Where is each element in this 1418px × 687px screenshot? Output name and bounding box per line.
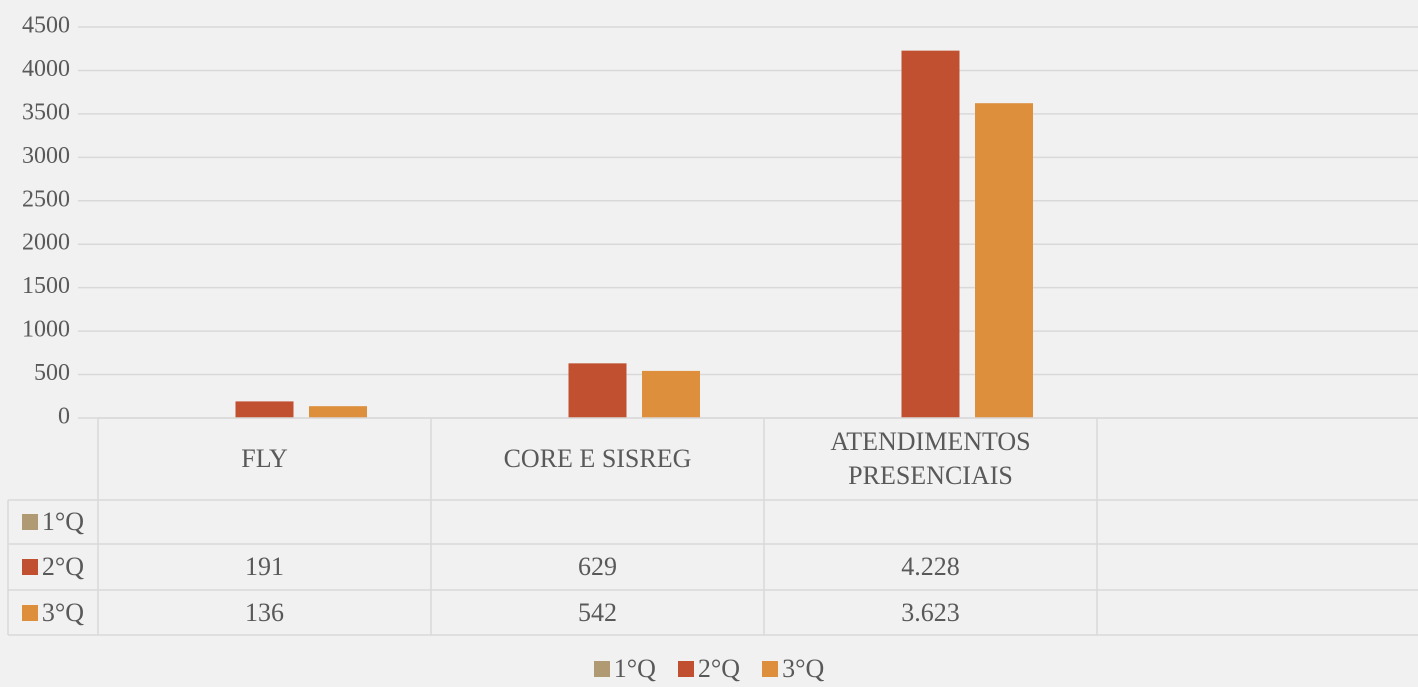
y-tick-label: 0 bbox=[58, 404, 70, 430]
table-value: 542 bbox=[578, 597, 617, 627]
table-value: 3.623 bbox=[901, 597, 960, 627]
table-value: 4.228 bbox=[901, 552, 960, 581]
series-name: 2°Q bbox=[41, 552, 85, 581]
legend-label: 3°Q bbox=[782, 654, 825, 683]
bar bbox=[568, 363, 627, 418]
table-series-label: 1°Q bbox=[8, 500, 98, 544]
bar bbox=[235, 401, 294, 418]
table-value bbox=[1097, 590, 1418, 635]
legend-key bbox=[21, 514, 38, 530]
series-name: 1°Q bbox=[41, 507, 85, 536]
legend-label: 2°Q bbox=[697, 654, 741, 683]
y-tick-label: 3500 bbox=[22, 99, 70, 125]
table-series-label: 3°Q bbox=[8, 590, 98, 635]
y-tick-label: 4500 bbox=[22, 13, 70, 39]
legend-label: 1°Q bbox=[613, 654, 656, 683]
legend-key bbox=[762, 661, 779, 677]
table-value bbox=[98, 500, 431, 544]
bar bbox=[642, 370, 700, 418]
legend-item: 2°Q bbox=[677, 654, 741, 684]
table-value: 191 bbox=[245, 552, 284, 581]
table-series-label: 2°Q bbox=[8, 544, 98, 590]
table-value bbox=[431, 500, 764, 544]
table-value: 629 bbox=[578, 552, 617, 581]
legend-key bbox=[21, 604, 38, 621]
y-tick-label: 4000 bbox=[22, 56, 70, 82]
category-label: FLY bbox=[241, 444, 288, 473]
y-tick-label: 3000 bbox=[22, 143, 70, 169]
legend-key bbox=[677, 661, 694, 677]
legend: 1°Q 2°Q 3°Q bbox=[0, 652, 1418, 686]
legend-item: 3°Q bbox=[762, 654, 824, 684]
category-label: CORE E SISREG bbox=[503, 444, 692, 473]
y-tick-label: 1000 bbox=[22, 317, 70, 343]
table-value bbox=[1097, 500, 1418, 544]
legend-key bbox=[21, 559, 38, 575]
category-label: ATENDIMENTOS PRESENCIAIS bbox=[830, 427, 1031, 490]
category-label bbox=[1097, 418, 1418, 500]
legend-key bbox=[593, 661, 610, 677]
y-tick-label: 2000 bbox=[22, 230, 70, 256]
table-value bbox=[1097, 544, 1418, 590]
table-value bbox=[764, 500, 1097, 544]
y-tick-label: 1500 bbox=[22, 273, 70, 299]
y-tick-label: 2500 bbox=[22, 186, 70, 212]
legend-item: 1°Q bbox=[593, 654, 656, 684]
bar bbox=[309, 406, 367, 418]
bar bbox=[975, 103, 1033, 419]
y-tick-label: 500 bbox=[34, 360, 70, 386]
table-value: 136 bbox=[245, 597, 284, 627]
bar bbox=[901, 50, 960, 418]
series-name: 3°Q bbox=[41, 597, 85, 627]
